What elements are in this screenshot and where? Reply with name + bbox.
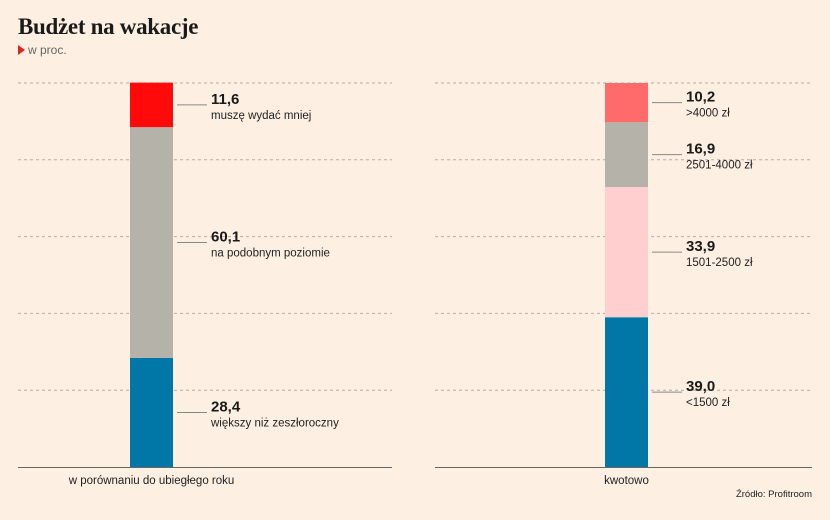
data-label: 11,6 bbox=[211, 91, 239, 108]
data-label: 28,4 bbox=[211, 398, 241, 415]
bar-segment bbox=[605, 187, 648, 318]
data-label: 16,9 bbox=[686, 141, 715, 158]
series-label: na podobnym poziomie bbox=[211, 248, 330, 260]
chart-subtitle: w proc. bbox=[18, 43, 67, 57]
data-label: 33,9 bbox=[686, 238, 715, 255]
bar-segment bbox=[130, 357, 173, 467]
red-triangle-icon bbox=[18, 45, 25, 55]
series-label: muszę wydać mniej bbox=[211, 110, 311, 122]
data-label: 60,1 bbox=[211, 229, 240, 246]
category-label: kwotowo bbox=[604, 475, 649, 487]
bar-segment bbox=[605, 317, 648, 467]
category-label: w porównaniu do ubiegłego roku bbox=[68, 475, 235, 487]
series-label: >4000 zł bbox=[686, 108, 730, 120]
series-label: 1501-2500 zł bbox=[686, 257, 753, 269]
bar-segment bbox=[130, 127, 173, 358]
series-label: większy niż zeszłoroczny bbox=[210, 417, 339, 429]
chart-title: Budżet na wakacje bbox=[18, 14, 199, 39]
bar-segment bbox=[605, 83, 648, 123]
bar-segment bbox=[605, 122, 648, 188]
source-note: Źródło: Profitroom bbox=[735, 489, 812, 500]
series-label: <1500 zł bbox=[686, 397, 730, 409]
bar-segment bbox=[130, 82, 173, 128]
series-label: 2501-4000 zł bbox=[686, 160, 753, 172]
unit-label: w proc. bbox=[28, 43, 67, 57]
data-label: 39,0 bbox=[686, 378, 715, 395]
data-label: 10,2 bbox=[686, 89, 715, 106]
